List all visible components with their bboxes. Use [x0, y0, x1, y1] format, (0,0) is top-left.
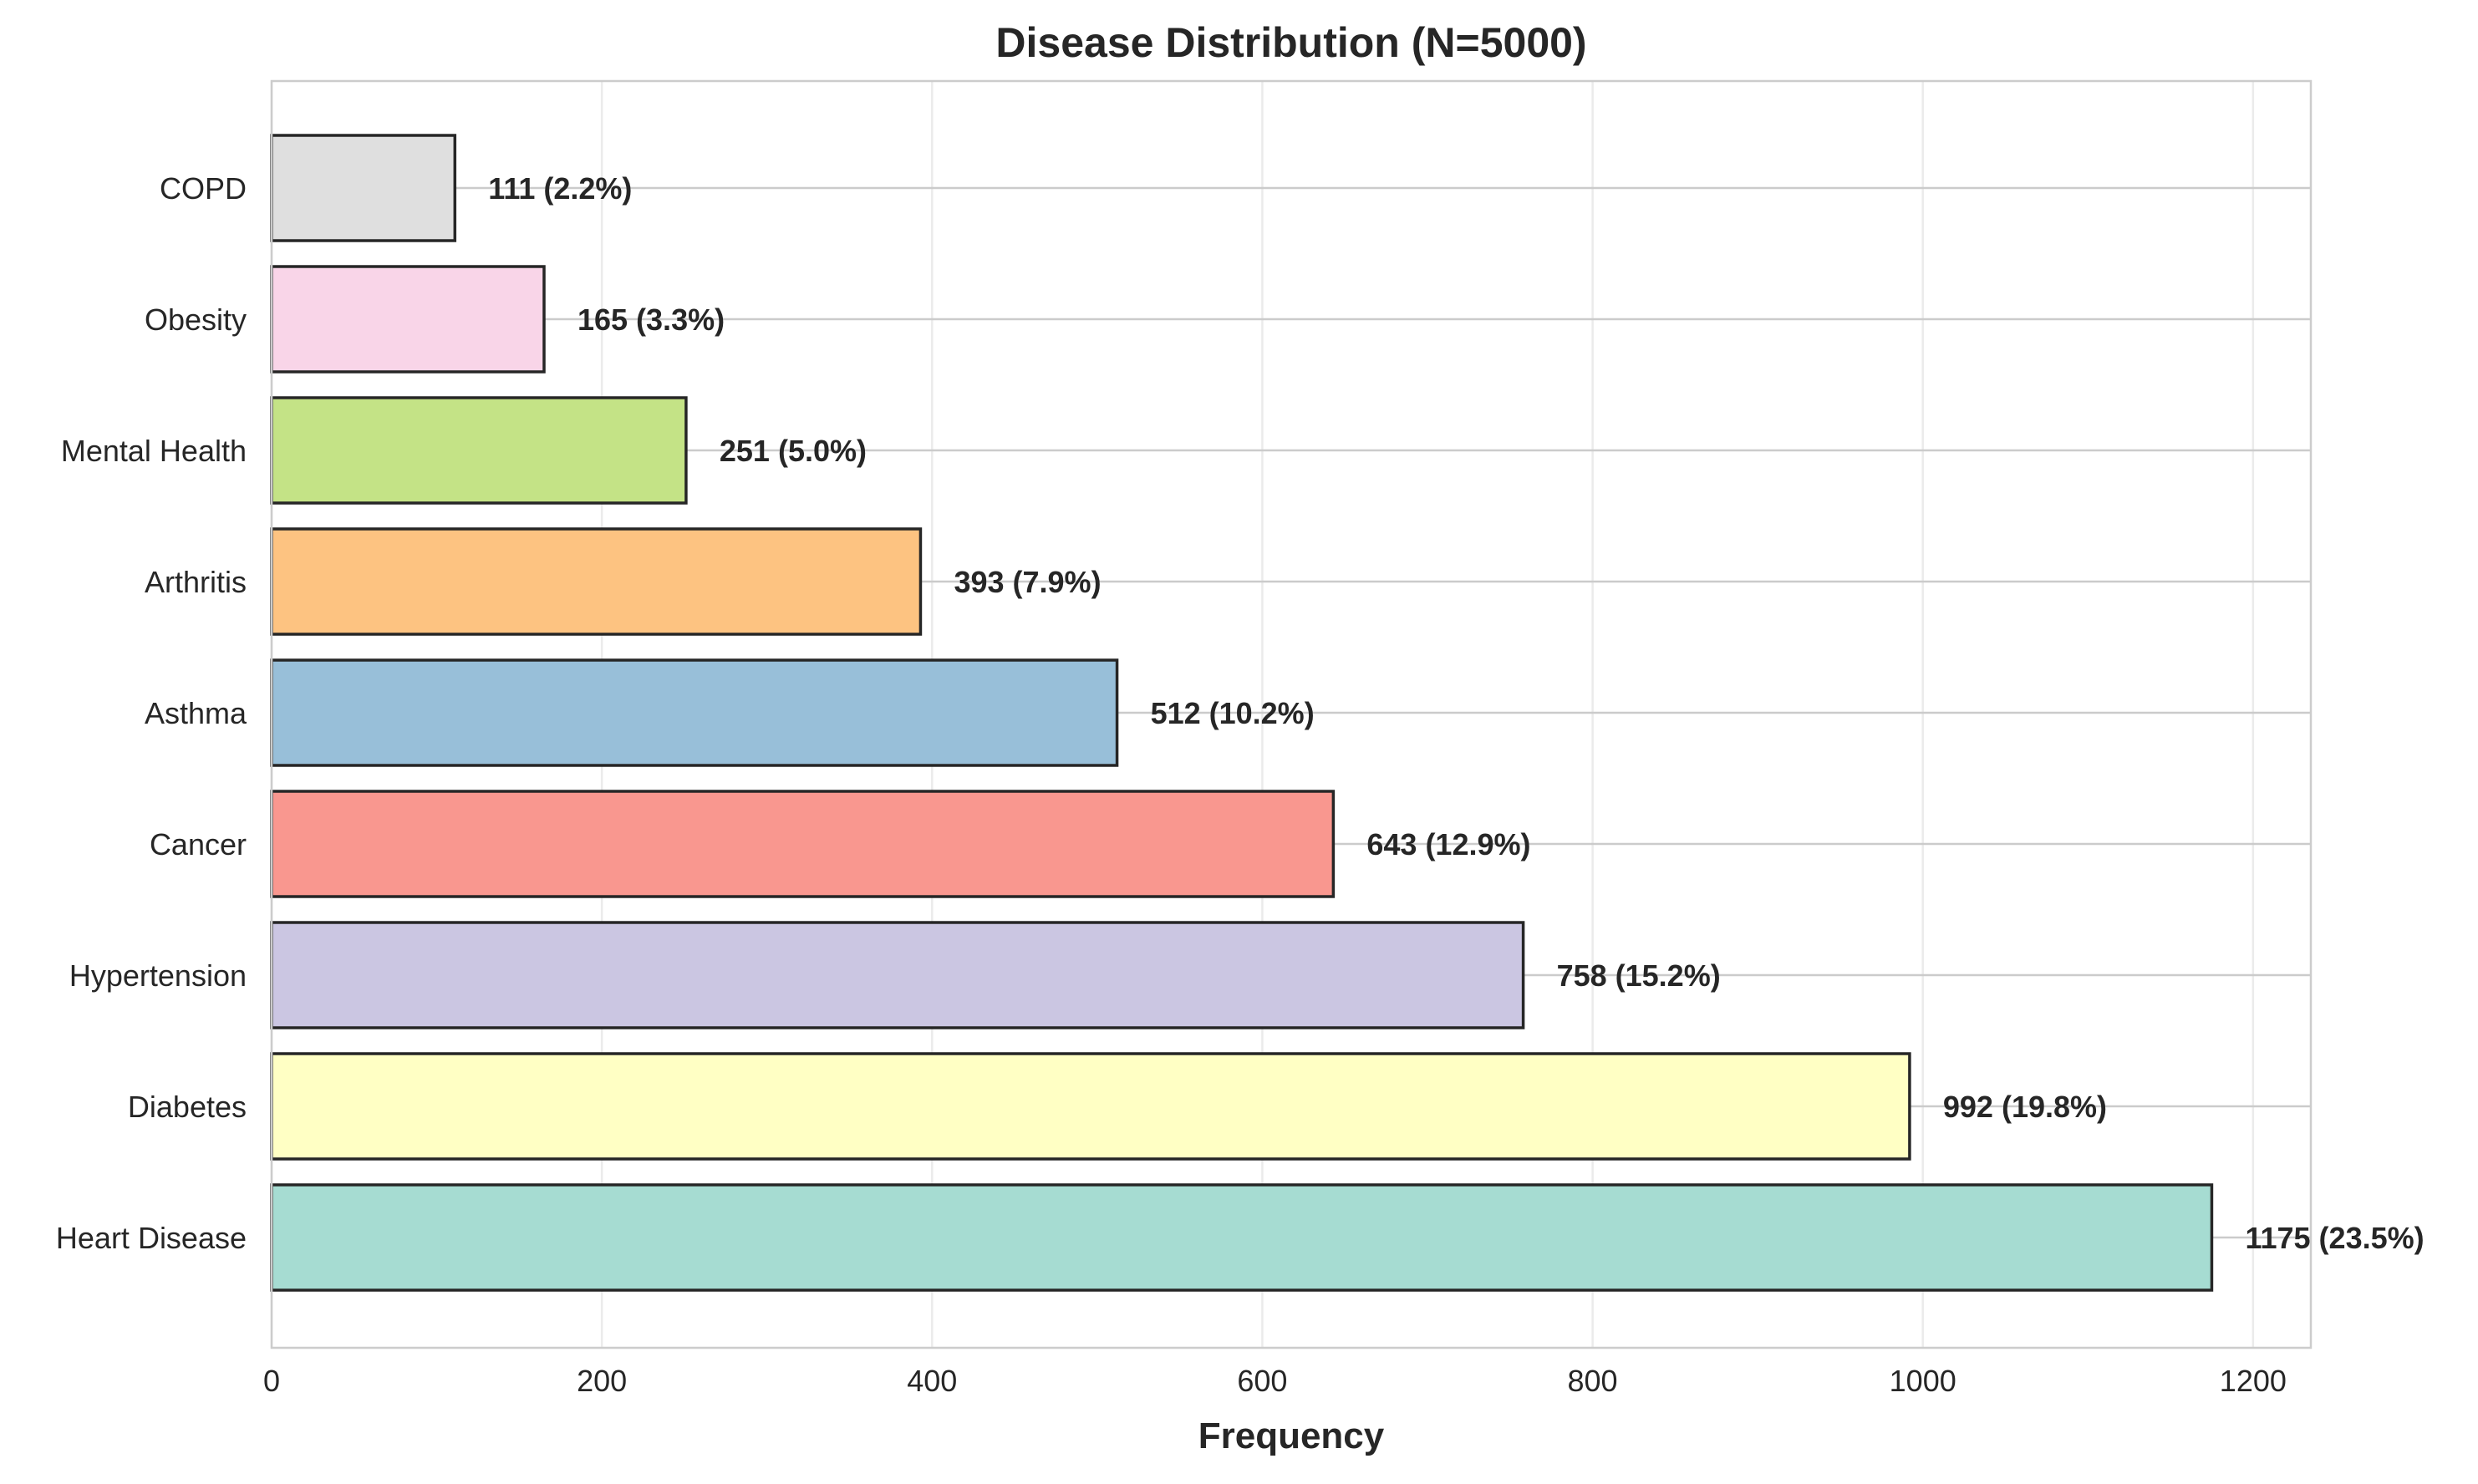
data-label: 512 (10.2%)	[1151, 696, 1315, 730]
x-tick-label: 400	[907, 1364, 957, 1398]
bar	[270, 527, 923, 636]
bar	[270, 1183, 2214, 1292]
bars	[270, 134, 2214, 1292]
bar	[270, 790, 1336, 898]
data-label: 165 (3.3%)	[578, 302, 725, 337]
data-label: 992 (19.8%)	[1943, 1090, 2107, 1124]
x-tick-label: 600	[1237, 1364, 1287, 1398]
data-label: 758 (15.2%)	[1557, 958, 1721, 993]
y-category-label: COPD	[160, 171, 247, 206]
y-axis-categories: Heart Disease Diabetes Hypertension Cancer A…	[56, 171, 247, 1255]
bar	[270, 265, 546, 374]
data-label: 251 (5.0%)	[720, 434, 867, 468]
data-label: 393 (7.9%)	[954, 565, 1101, 599]
y-category-label: Cancer	[150, 827, 247, 861]
x-tick-label: 800	[1568, 1364, 1618, 1398]
y-category-label: Mental Health	[61, 434, 247, 468]
data-labels: 1175 (23.5%) 992 (19.8%) 758 (15.2%) 643 (1…	[488, 171, 2424, 1255]
y-category-label: Heart Disease	[56, 1221, 247, 1255]
chart-title: Disease Distribution (N=5000)	[995, 19, 1586, 66]
x-tick-label: 200	[577, 1364, 627, 1398]
bar	[270, 134, 457, 242]
x-tick-label: 1000	[1890, 1364, 1956, 1398]
bar	[270, 658, 1119, 767]
bar	[270, 921, 1525, 1029]
bar	[270, 1052, 1911, 1161]
plot-frame	[270, 79, 2313, 1349]
x-tick-label: 1200	[2220, 1364, 2287, 1398]
x-tick-label: 0	[263, 1364, 280, 1398]
y-category-label: Asthma	[145, 696, 247, 730]
data-label: 1175 (23.5%)	[2245, 1221, 2424, 1255]
y-category-label: Hypertension	[69, 958, 247, 993]
data-label: 643 (12.9%)	[1366, 827, 1530, 861]
x-axis-ticks: 0 200 400 600 800 1000 1200	[263, 1364, 2287, 1398]
bar	[270, 396, 688, 505]
data-label: 111 (2.2%)	[488, 171, 632, 206]
y-category-label: Obesity	[145, 302, 247, 337]
y-category-label: Arthritis	[145, 565, 247, 599]
y-category-label: Diabetes	[128, 1090, 247, 1124]
x-axis-label: Frequency	[1198, 1415, 1385, 1456]
